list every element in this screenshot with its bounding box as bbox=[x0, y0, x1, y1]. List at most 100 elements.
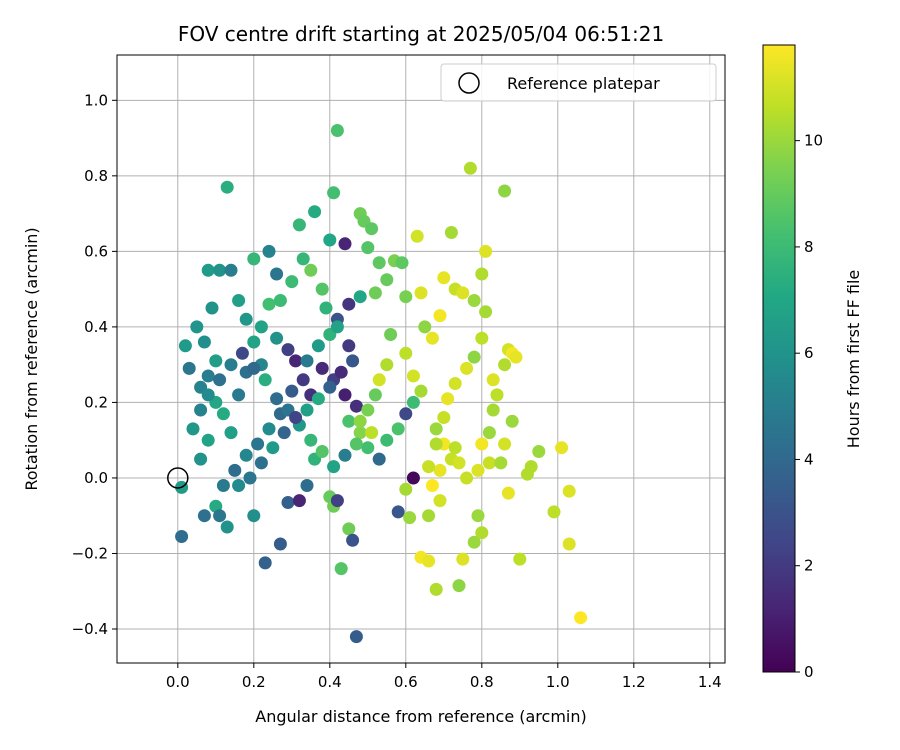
colorbar-gradient bbox=[762, 44, 796, 673]
data-point bbox=[300, 354, 314, 368]
data-point bbox=[330, 124, 344, 137]
data-point bbox=[365, 426, 379, 440]
data-point bbox=[213, 263, 227, 277]
data-point bbox=[410, 229, 424, 243]
data-point bbox=[220, 520, 234, 534]
data-point bbox=[353, 414, 367, 428]
data-point bbox=[498, 184, 512, 198]
data-point bbox=[262, 244, 276, 258]
data-point bbox=[330, 494, 344, 508]
y-tick-label: 0.4 bbox=[84, 318, 108, 336]
colorbar-tick-label: 0 bbox=[804, 663, 814, 681]
data-point bbox=[501, 486, 515, 500]
data-point bbox=[414, 286, 428, 300]
data-point bbox=[448, 441, 462, 455]
data-point bbox=[380, 433, 394, 447]
data-point bbox=[475, 526, 489, 540]
data-point bbox=[266, 441, 280, 455]
colorbar-label: Hours from first FF file bbox=[844, 270, 863, 449]
data-point bbox=[486, 373, 500, 387]
data-point bbox=[403, 511, 417, 525]
data-point bbox=[482, 426, 496, 440]
data-point bbox=[243, 471, 257, 485]
data-point bbox=[346, 533, 360, 547]
data-point bbox=[232, 388, 246, 402]
data-point bbox=[220, 180, 234, 194]
y-axis-ticks: −0.4 −0.2 0.0 0.2 0.4 0.6 0.8 1.0 bbox=[72, 91, 117, 638]
data-point bbox=[315, 282, 329, 296]
data-point bbox=[486, 403, 500, 417]
data-point bbox=[368, 388, 382, 402]
y-tick-label: 0.0 bbox=[84, 469, 108, 487]
data-point bbox=[380, 358, 394, 372]
data-point bbox=[433, 463, 447, 477]
data-point bbox=[509, 350, 523, 364]
data-point bbox=[349, 399, 363, 413]
data-point bbox=[311, 339, 325, 353]
data-point bbox=[277, 426, 291, 440]
data-point bbox=[399, 290, 413, 304]
colorbar: 0 2 4 6 8 10 Hours from first FF file bbox=[762, 44, 863, 681]
data-point bbox=[574, 611, 588, 625]
data-point bbox=[368, 286, 382, 300]
data-point bbox=[304, 433, 318, 447]
data-point bbox=[289, 411, 303, 424]
data-point bbox=[232, 479, 246, 492]
data-point bbox=[300, 479, 314, 492]
data-point bbox=[384, 328, 398, 341]
data-point bbox=[361, 403, 375, 417]
data-point bbox=[194, 452, 208, 466]
plot-frame bbox=[116, 54, 726, 664]
data-point bbox=[342, 522, 356, 536]
data-point bbox=[425, 331, 439, 345]
x-tick-label: 1.0 bbox=[546, 673, 570, 691]
data-point bbox=[258, 373, 272, 387]
data-point bbox=[315, 445, 329, 458]
x-tick-label: 0.2 bbox=[242, 673, 266, 691]
colorbar-tick-label: 10 bbox=[804, 132, 823, 150]
data-point bbox=[289, 354, 303, 368]
data-point bbox=[209, 354, 223, 368]
x-tick-label: 1.4 bbox=[698, 673, 722, 691]
y-tick-label: −0.2 bbox=[72, 544, 108, 562]
data-point bbox=[201, 433, 215, 447]
data-point bbox=[251, 437, 265, 451]
data-point bbox=[399, 482, 413, 496]
data-point bbox=[311, 392, 325, 406]
data-point bbox=[273, 537, 287, 551]
data-point bbox=[467, 294, 481, 307]
data-point bbox=[338, 388, 352, 402]
data-point bbox=[235, 346, 249, 360]
data-point bbox=[429, 422, 443, 436]
data-point bbox=[213, 509, 227, 523]
data-point bbox=[258, 556, 272, 570]
data-point bbox=[201, 369, 215, 383]
data-point bbox=[361, 441, 375, 455]
data-point bbox=[296, 252, 310, 266]
data-point bbox=[391, 505, 405, 519]
data-point bbox=[327, 460, 341, 474]
data-point bbox=[323, 233, 337, 247]
data-point bbox=[334, 562, 348, 576]
data-point bbox=[475, 437, 489, 451]
x-tick-label: 0.4 bbox=[318, 673, 342, 691]
x-axis-ticks: 0.0 0.2 0.4 0.6 0.8 1.0 1.2 1.4 bbox=[166, 663, 722, 691]
data-point bbox=[201, 388, 215, 402]
data-point bbox=[197, 509, 211, 523]
data-point bbox=[285, 275, 299, 289]
data-point bbox=[422, 460, 436, 474]
data-point bbox=[372, 373, 386, 387]
data-point bbox=[308, 205, 322, 219]
data-point bbox=[205, 301, 219, 315]
data-point bbox=[406, 369, 420, 383]
x-axis-label: Angular distance from reference (arcmin) bbox=[255, 707, 586, 726]
y-tick-label: 0.8 bbox=[84, 167, 108, 185]
data-point bbox=[224, 263, 238, 277]
data-point bbox=[197, 335, 211, 349]
colorbar-tick-label: 2 bbox=[804, 557, 814, 575]
y-axis-label: Rotation from reference (arcmin) bbox=[22, 227, 41, 490]
data-point bbox=[479, 305, 493, 319]
data-points bbox=[175, 124, 588, 644]
data-point bbox=[452, 456, 466, 470]
data-point bbox=[372, 452, 386, 466]
